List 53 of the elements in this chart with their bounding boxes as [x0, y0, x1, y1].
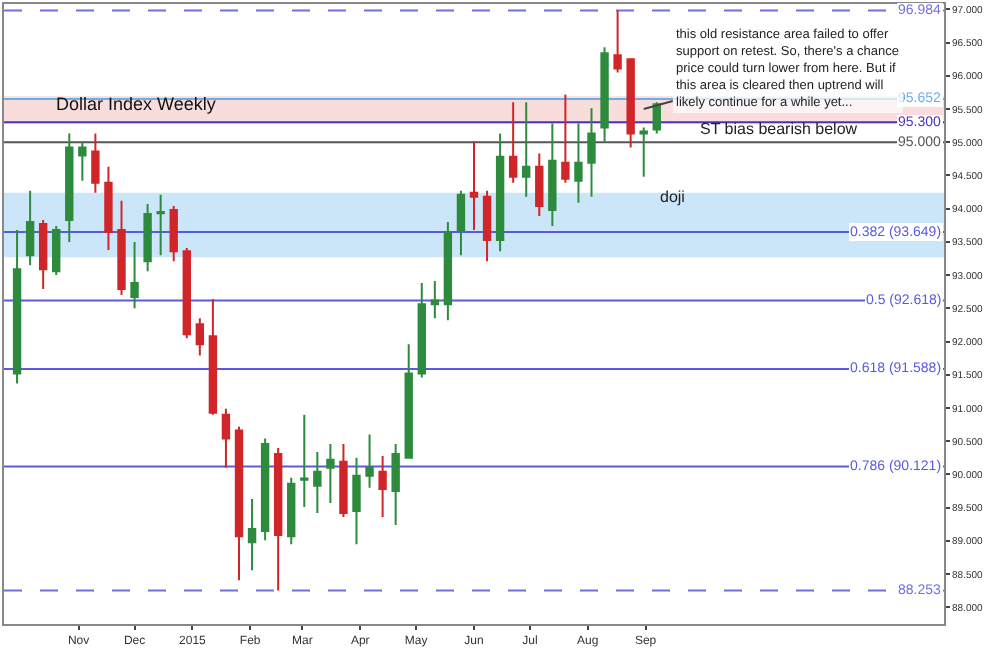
candlestick: [391, 442, 400, 526]
candlestick: [273, 446, 283, 592]
candlestick: [117, 199, 126, 297]
candlestick: [130, 240, 139, 310]
candlestick: [443, 220, 453, 322]
candlestick: [143, 203, 152, 273]
candlestick: [25, 189, 35, 267]
candlestick: [561, 93, 570, 184]
candlestick: [378, 454, 387, 519]
candlestick: [574, 122, 583, 204]
candlestick: [38, 218, 48, 291]
candlestick: [548, 122, 557, 227]
candlestick: [156, 193, 165, 257]
candlestick: [12, 228, 22, 385]
candlestick: [352, 456, 361, 546]
candlestick: [365, 433, 374, 489]
candlestick: [326, 442, 335, 505]
candlestick: [652, 101, 661, 135]
candlestick: [482, 189, 492, 263]
candlestick: [104, 165, 113, 251]
candlestick: [182, 246, 191, 340]
candlestick: [234, 425, 244, 582]
candlestick: [52, 224, 61, 277]
candlestick: [247, 498, 257, 572]
candlestick: [469, 140, 479, 231]
candlestick: [65, 132, 74, 243]
candlestick: [287, 476, 296, 546]
candlestick: [208, 298, 218, 416]
candlestick: [600, 46, 609, 143]
candlestick: [639, 126, 648, 178]
candlestick: [260, 437, 270, 542]
candlestick: [339, 442, 348, 519]
candlestick: [522, 101, 531, 198]
candlestick: [300, 413, 309, 509]
candlestick: [313, 450, 322, 515]
annotation: doji: [660, 188, 686, 206]
candlestick: [169, 205, 178, 263]
candlestick: [613, 9, 622, 74]
candlestick: [417, 282, 426, 379]
annotation: ST bias bearish below: [700, 120, 858, 138]
candlestick: [91, 132, 100, 194]
candlestick: [221, 407, 231, 469]
text: Dollar Index Weekly: [56, 94, 217, 114]
candlestick: [430, 280, 440, 320]
candlestick: [195, 317, 205, 357]
candlestick: [78, 140, 87, 182]
candlestick: [626, 58, 635, 149]
candlestick: [404, 343, 413, 459]
candlestick: [508, 101, 518, 184]
candlestick: [587, 107, 596, 198]
candlestick: [495, 132, 505, 253]
candlestick: [456, 189, 466, 257]
candlestick: [535, 152, 544, 217]
